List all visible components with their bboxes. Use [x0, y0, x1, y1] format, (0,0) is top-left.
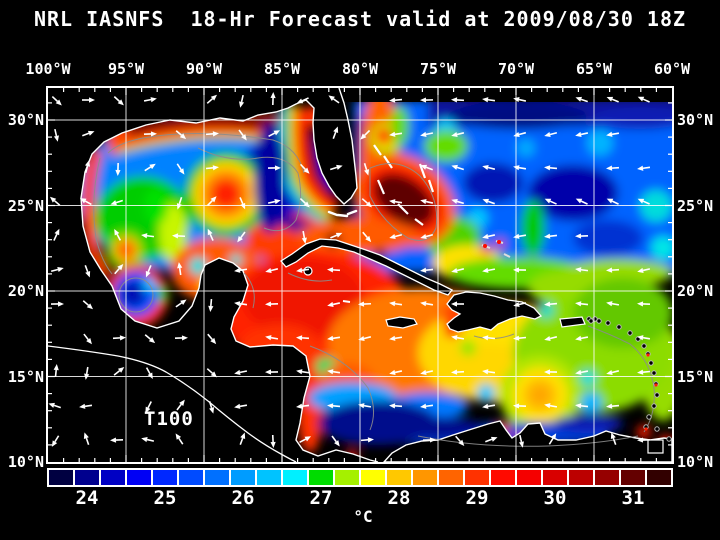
lat-tick-label-right: 15°N: [677, 367, 714, 386]
colorbar-segment: [335, 470, 359, 485]
lon-tick-label: 85°W: [263, 60, 301, 78]
bahamas-islands: [373, 144, 435, 226]
colorbar-segment: [413, 470, 437, 485]
colorbar-tick-label: 25: [153, 487, 177, 509]
wind-vector-arrows: [48, 92, 651, 448]
colorbar-tick-label: 26: [231, 487, 255, 509]
page-title: NRL IASNFS 18-Hr Forecast valid at 2009/…: [33, 7, 687, 31]
hispaniola-island: [446, 291, 543, 333]
colorbar-segment: [75, 470, 99, 485]
colorbar-tick-label: 24: [75, 487, 99, 509]
colorbar-segment: [257, 470, 281, 485]
colorbar-segment: [49, 470, 73, 485]
pacific-coastline: [48, 345, 297, 462]
lon-tick-label: 75°W: [419, 60, 457, 78]
lon-tick-label: 65°W: [575, 60, 613, 78]
puerto-rico-island: [559, 316, 586, 328]
lat-tick-label-left: 15°N: [7, 367, 44, 386]
lon-tick-label: 70°W: [497, 60, 535, 78]
colorbar-segment: [101, 470, 125, 485]
colorbar-unit-label: °C: [353, 507, 373, 526]
colorbar-segment: [179, 470, 203, 485]
colorbar-segment: [387, 470, 411, 485]
colorbar-segment: [361, 470, 385, 485]
island-hotspots: [483, 240, 501, 248]
jamaica-island: [385, 316, 418, 329]
domain-boundary-mask: [333, 88, 672, 102]
lon-tick-label: 95°W: [107, 60, 145, 78]
colorbar-tick-label: 31: [621, 487, 645, 509]
lat-tick-label-left: 30°N: [7, 111, 44, 129]
border-tick-marks: [48, 88, 672, 462]
land-masses: [48, 88, 672, 462]
colorbar-segment: [127, 470, 151, 485]
colorbar-segment: [439, 470, 463, 485]
lat-tick-label-left: 20°N: [7, 282, 44, 300]
map-frame: T100: [46, 86, 674, 464]
graticule: [48, 88, 672, 462]
colorbar-segment: [309, 470, 333, 485]
colorbar-tick-label: 30: [543, 487, 567, 509]
colorbar-tick-label: 29: [465, 487, 489, 509]
lesser-antilles-islands: [586, 316, 672, 442]
colorbar-segment: [491, 470, 515, 485]
colorbar-segment: [569, 470, 593, 485]
isle-of-youth: [303, 266, 313, 276]
colorbar-segment: [621, 470, 645, 485]
colorbar-segment: [595, 470, 619, 485]
lat-tick-label-right: 25°N: [677, 196, 714, 215]
colorbar-segment: [647, 470, 671, 485]
lat-tick-label-left: 25°N: [7, 196, 44, 215]
colorbar: [47, 468, 673, 487]
colorbar-segment: [465, 470, 489, 485]
lon-tick-label: 90°W: [185, 60, 223, 78]
colorbar-tick-label: 27: [309, 487, 333, 509]
florida-keys: [327, 209, 358, 218]
lat-tick-label-right: 10°N: [677, 453, 714, 471]
colorbar-tick-label: 28: [387, 487, 411, 509]
trinidad-island: [647, 439, 664, 454]
temperature-field-map: T100: [48, 88, 672, 462]
colorbar-segment: [283, 470, 307, 485]
lon-tick-label: 60°W: [653, 60, 691, 78]
lon-tick-label: 80°W: [341, 60, 379, 78]
lon-tick-label: 100°W: [25, 60, 71, 78]
cayman-islands: [342, 300, 351, 303]
colorbar-segment: [231, 470, 255, 485]
colorbar-segment: [517, 470, 541, 485]
colorbar-segment: [543, 470, 567, 485]
field-label: T100: [144, 408, 194, 430]
cuba-island: [280, 238, 454, 296]
lat-tick-label-left: 10°N: [7, 453, 44, 471]
colorbar-segment: [205, 470, 229, 485]
colorbar-segment: [153, 470, 177, 485]
lat-tick-label-right: 30°N: [677, 111, 714, 129]
lat-tick-label-right: 20°N: [677, 282, 714, 300]
temperature-field: [73, 88, 672, 462]
